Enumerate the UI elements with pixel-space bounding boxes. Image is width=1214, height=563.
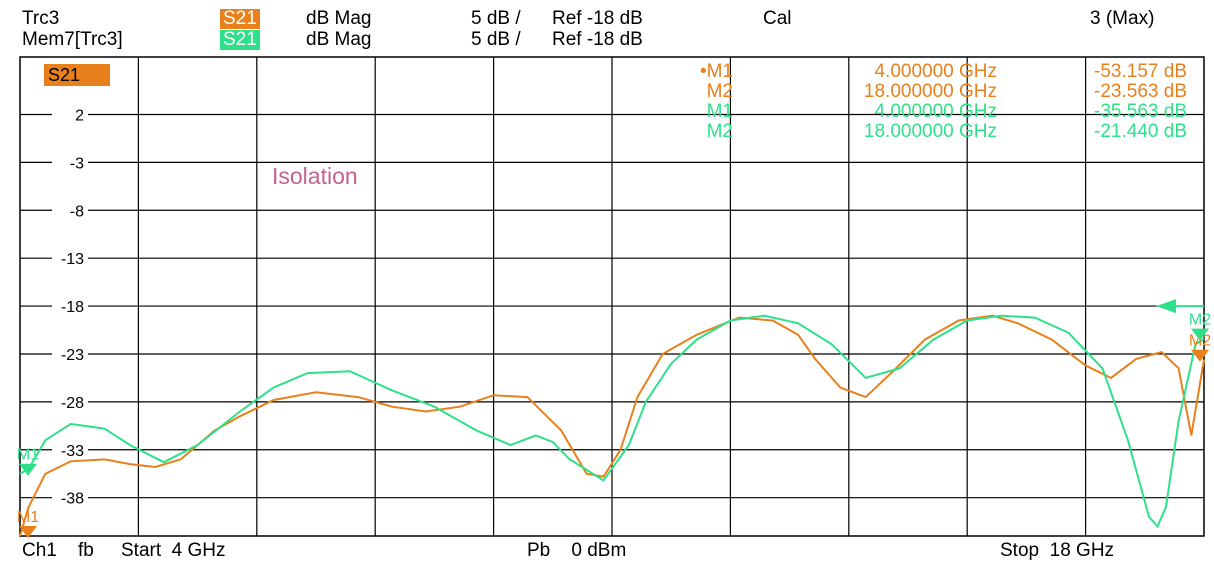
marker-table-label: •M1 xyxy=(700,61,733,82)
trace2-ref: Ref -18 dB xyxy=(552,29,643,50)
tick-label-bg xyxy=(52,343,88,364)
marker-table-value: -53.157 dB xyxy=(1094,61,1187,82)
tick-label-bg xyxy=(52,200,88,221)
marker-triangle-m2 xyxy=(1191,328,1209,341)
footer-stop: Stop 18 GHz xyxy=(1000,540,1115,561)
footer-sweep: fb xyxy=(78,540,94,561)
trace-line-1 xyxy=(19,314,1205,537)
y-tick-label: -8 xyxy=(70,203,84,220)
marker-triangle-m1 xyxy=(19,526,37,538)
footer-power: Pb 0 dBm xyxy=(527,540,627,561)
isolation-annotation: Isolation xyxy=(272,163,358,189)
trace2-param-tag[interactable]: S21 xyxy=(220,30,260,50)
y-tick-label: 2 xyxy=(75,107,84,124)
ref-level-arrow xyxy=(1156,299,1176,314)
y-tick-label: -23 xyxy=(61,347,84,364)
footer-channel: Ch1 xyxy=(22,540,57,561)
y-tick-label: -13 xyxy=(61,251,84,268)
marker-table-label: M2 xyxy=(707,121,733,142)
trace-line-2 xyxy=(19,314,1205,529)
footer-start: Start 4 GHz xyxy=(121,540,226,561)
marker-table-freq: 18.000000 GHz xyxy=(864,81,997,102)
tick-label-bg xyxy=(52,104,88,125)
marker-tag-m1: M1 xyxy=(17,447,39,464)
trace2-scale: 5 dB / xyxy=(471,29,521,50)
y-tick-label: -38 xyxy=(61,491,84,508)
marker-triangle-m2 xyxy=(1191,349,1209,362)
y-tick-label: -3 xyxy=(70,155,84,172)
marker-table-value: -23.563 dB xyxy=(1094,81,1187,102)
marker-tag-m2: M2 xyxy=(1189,312,1211,329)
trace2-name: Mem7[Trc3] xyxy=(22,29,123,50)
marker-table-label: M2 xyxy=(707,81,733,102)
marker-table-value: -21.440 dB xyxy=(1094,121,1187,142)
y-tick-label: -33 xyxy=(61,443,84,460)
plot-param-badge xyxy=(44,64,110,86)
cal-indicator: Cal xyxy=(763,8,792,29)
tick-label-bg xyxy=(52,248,88,269)
trace1-param-tag[interactable]: S21 xyxy=(220,9,260,29)
y-tick-label: -28 xyxy=(61,395,84,412)
marker-tag-m2: M2 xyxy=(1189,333,1211,350)
marker-table-freq: 4.000000 GHz xyxy=(874,61,997,82)
trace1-scale: 5 dB / xyxy=(471,8,521,29)
marker-triangle-m1 xyxy=(19,463,37,476)
marker-table-value: -35.563 dB xyxy=(1094,101,1187,122)
tick-label-bg xyxy=(52,152,88,173)
tick-label-bg xyxy=(52,487,88,508)
trace1-name: Trc3 xyxy=(22,8,60,29)
trace1-format: dB Mag xyxy=(306,8,372,29)
trace1-ref: Ref -18 dB xyxy=(552,8,643,29)
trace2-format: dB Mag xyxy=(306,29,372,50)
tick-label-bg xyxy=(52,391,88,412)
y-tick-label: -18 xyxy=(61,299,84,316)
marker-table-freq: 4.000000 GHz xyxy=(874,101,997,122)
max-indicator: 3 (Max) xyxy=(1090,8,1155,29)
tick-label-bg xyxy=(52,439,88,460)
marker-tag-m1: M1 xyxy=(17,509,39,526)
plot-param-label: S21 xyxy=(48,65,80,85)
marker-table-label: M1 xyxy=(707,101,733,122)
tick-label-bg xyxy=(52,296,88,317)
marker-table-freq: 18.000000 GHz xyxy=(864,121,997,142)
